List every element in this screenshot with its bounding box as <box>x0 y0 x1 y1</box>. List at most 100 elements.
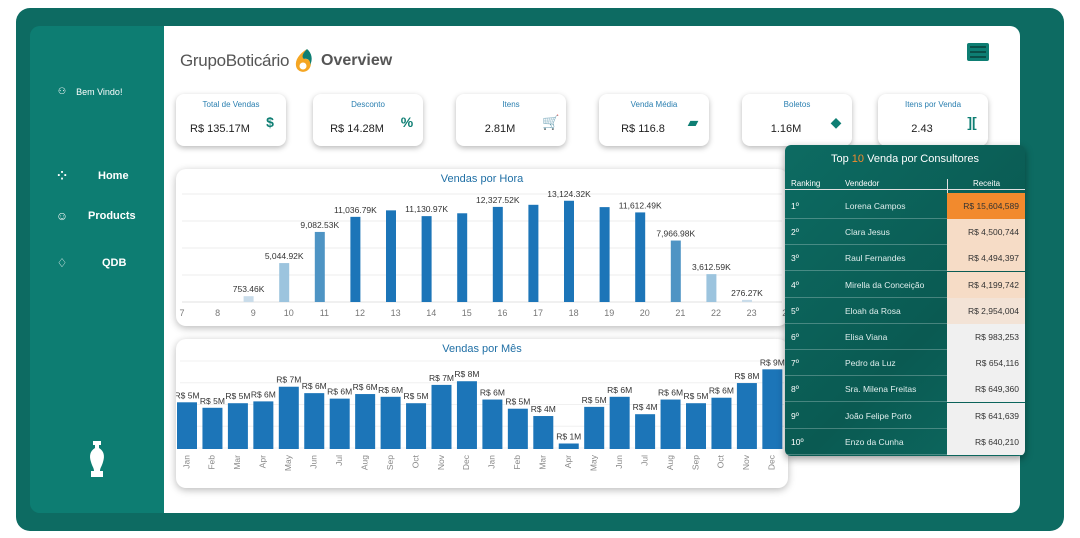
hourly-sales-card: Vendas por Hora 7 8 753.46K 9 5,044.92K 10 9,0… <box>176 169 788 326</box>
x-tick-label: 23 <box>747 308 757 318</box>
data-label: R$ 6M <box>378 385 403 395</box>
data-label: R$ 5M <box>225 391 250 401</box>
x-tick-label: 20 <box>640 308 650 318</box>
bar-month-1[interactable] <box>202 407 223 449</box>
x-tick-label: May <box>283 454 293 471</box>
page-title: Overview <box>321 52 393 69</box>
x-tick-label: Oct <box>716 454 726 468</box>
data-label: 9,082.53K <box>300 220 339 230</box>
bar-month-4[interactable] <box>278 386 299 449</box>
data-label: 13,124.32K <box>547 189 591 199</box>
seller-cell: Enzo da Cunha <box>845 436 904 447</box>
kpi-title: Total de Vendas <box>202 100 260 109</box>
revenue-cell: R$ 640,210 <box>947 428 1025 455</box>
sidebar: ⚇ Bem Vindo! ⁘ Home ☺ Products ♢ QDB <box>30 26 164 513</box>
bar-month-0[interactable] <box>177 402 197 449</box>
x-tick-label: Jan <box>487 455 497 469</box>
seller-cell: Eloah da Rosa <box>845 305 901 316</box>
bar-month-9[interactable] <box>406 403 427 449</box>
bar-month-14[interactable] <box>533 416 554 449</box>
bar-hour-11[interactable] <box>350 216 361 302</box>
sidebar-item-products[interactable]: ☺ Products <box>54 209 136 223</box>
smiley-icon: ☺ <box>55 209 69 223</box>
x-tick-label: May <box>588 454 598 471</box>
bar-hour-14[interactable] <box>457 213 468 302</box>
bar-month-10[interactable] <box>431 384 452 449</box>
x-tick-label: Jan <box>181 455 191 469</box>
data-label: 11,612.49K <box>619 200 662 210</box>
title-prefix: Top <box>830 153 849 165</box>
rank-cell: 1º <box>791 201 799 211</box>
bar-month-16[interactable] <box>584 406 605 449</box>
bar-month-17[interactable] <box>609 396 630 449</box>
bar-month-2[interactable] <box>227 403 248 449</box>
bar-month-6[interactable] <box>329 398 350 449</box>
top-consultants-table: Top 10 Venda por Consultores Ranking Ven… <box>785 145 1025 456</box>
bar-hour-9[interactable] <box>279 263 290 302</box>
x-tick-label: Jul <box>639 455 649 466</box>
dollar-icon: $ <box>266 114 274 130</box>
revenue-cell: R$ 4,500,744 <box>947 219 1025 246</box>
table-row: 8º Sra. Milena Freitas R$ 649,360 <box>785 376 1025 403</box>
bar-month-21[interactable] <box>711 397 732 449</box>
bar-hour-15[interactable] <box>492 206 503 302</box>
x-tick-label: 8 <box>215 308 220 318</box>
x-tick-label: Jun <box>309 455 319 469</box>
bar-hour-18[interactable] <box>599 207 610 302</box>
x-tick-label: 18 <box>569 308 579 318</box>
bar-month-23[interactable] <box>762 369 783 449</box>
bar-hour-16[interactable] <box>528 204 539 302</box>
bar-month-11[interactable] <box>456 381 477 449</box>
cart-icon: 🛒 <box>542 114 560 130</box>
bar-month-19[interactable] <box>660 399 681 449</box>
kpi-title: Boletos <box>783 100 811 109</box>
kpi-title: Desconto <box>351 100 385 109</box>
table-row: 1º Lorena Campos R$ 15,604,589 <box>785 193 1025 219</box>
data-label: R$ 4M <box>531 404 556 414</box>
x-tick-label: Dec <box>461 454 471 470</box>
bar-hour-17[interactable] <box>564 200 574 302</box>
bar-month-22[interactable] <box>736 383 757 449</box>
menu-bar <box>970 56 986 58</box>
bar-month-3[interactable] <box>253 401 274 449</box>
x-tick-label: 19 <box>604 308 614 318</box>
x-tick-label: Feb <box>512 455 522 470</box>
sidebar-item-home[interactable]: ⁘ Home <box>54 169 129 183</box>
bar-month-20[interactable] <box>686 403 706 449</box>
rank-cell: 7º <box>791 358 799 369</box>
x-tick-label: Nov <box>436 454 446 470</box>
bar-month-13[interactable] <box>507 408 528 449</box>
bar-month-12[interactable] <box>482 399 503 449</box>
bar-hour-10[interactable] <box>314 231 325 302</box>
hamburger-menu-button[interactable] <box>967 43 989 61</box>
data-label: 11,130.97K <box>405 204 448 214</box>
bar-hour-21[interactable] <box>706 274 717 302</box>
bar-month-15[interactable] <box>558 443 579 449</box>
data-label: R$ 5M <box>176 390 200 400</box>
bar-hour-13[interactable] <box>421 216 432 302</box>
bar-hour-19[interactable] <box>635 212 646 302</box>
vase-icon <box>90 441 104 477</box>
bar-month-8[interactable] <box>380 396 401 449</box>
sparkle-icon: ⚇ <box>58 86 67 96</box>
kpi-value: R$ 14.28M <box>330 123 384 135</box>
bar-hour-22[interactable] <box>742 299 752 302</box>
data-label: R$ 6M <box>480 388 505 398</box>
data-label: R$ 4M <box>633 402 658 412</box>
welcome-message: ⚇ Bem Vindo! <box>58 86 122 97</box>
bar-hour-8[interactable] <box>243 296 254 302</box>
rank-cell: 4º <box>791 279 799 290</box>
sidebar-item-qdb[interactable]: ♢ QDB <box>54 256 127 270</box>
bar-month-5[interactable] <box>304 393 325 449</box>
x-tick-label: 11 <box>320 308 329 318</box>
bar-hour-20[interactable] <box>670 240 681 302</box>
x-tick-label: Dec <box>767 454 777 470</box>
bar-month-18[interactable] <box>635 414 656 449</box>
bar-month-7[interactable] <box>355 394 376 449</box>
kpi-value: R$ 116.8 <box>621 123 665 135</box>
bar-hour-12[interactable] <box>386 210 396 302</box>
x-tick-label: Apr <box>563 455 573 468</box>
x-tick-label: Feb <box>207 455 217 470</box>
data-label: 3,612.59K <box>692 262 731 272</box>
x-tick-label: 13 <box>391 308 401 318</box>
